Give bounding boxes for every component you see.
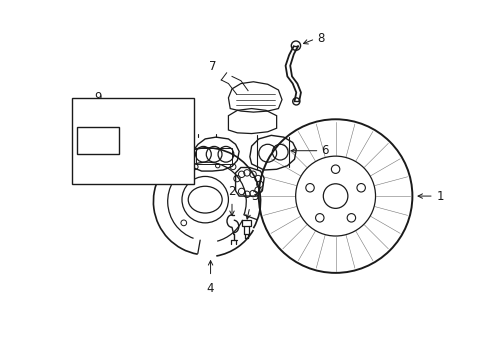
Text: 1: 1 — [436, 190, 443, 203]
Text: 8: 8 — [316, 32, 324, 45]
Bar — [77, 127, 118, 154]
Text: 10: 10 — [155, 175, 169, 188]
Bar — [196, 148, 231, 164]
Text: 4: 4 — [206, 282, 214, 295]
Text: 9: 9 — [94, 91, 102, 104]
Text: 7: 7 — [208, 60, 216, 73]
Text: 2: 2 — [228, 185, 235, 198]
Bar — [242, 220, 250, 226]
Text: 3: 3 — [251, 190, 259, 203]
Text: 5: 5 — [166, 154, 173, 167]
Bar — [72, 98, 193, 184]
Text: 6: 6 — [321, 144, 328, 157]
